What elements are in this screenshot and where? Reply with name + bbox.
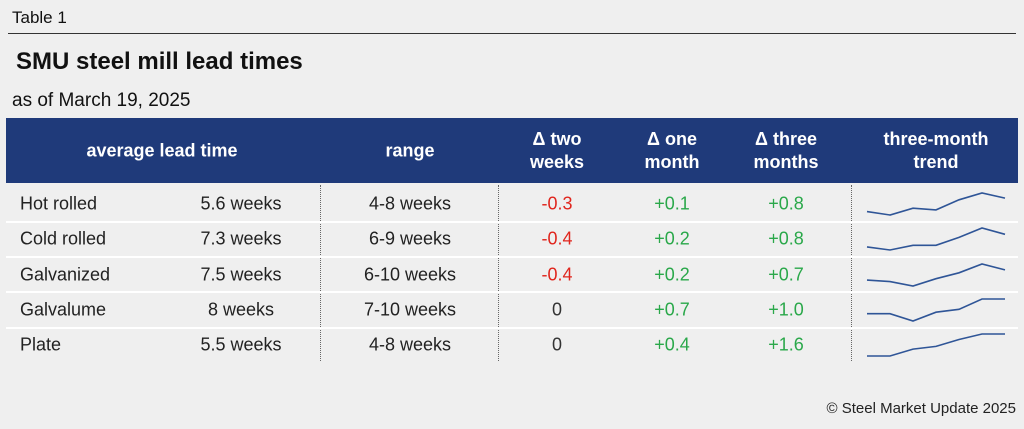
column-header: three-month trend (883, 129, 989, 172)
trend-line (867, 298, 1005, 322)
delta: +0.2 (654, 264, 690, 285)
delta: 0 (551, 334, 563, 355)
lead-time: 7.3 weeks (200, 228, 282, 249)
range: 4-8 weeks (368, 193, 452, 214)
delta: +1.6 (768, 334, 804, 355)
row-line (6, 291, 1018, 294)
column-header: Δ three months (753, 129, 819, 172)
delta: +0.1 (654, 193, 690, 214)
delta: -0.4 (541, 264, 573, 285)
product: Hot rolled (20, 193, 98, 214)
delta: +0.8 (768, 228, 804, 249)
footer: © Steel Market Update 2025 (826, 400, 1017, 417)
delta: +1.0 (768, 299, 804, 320)
separator (498, 185, 499, 361)
delta: +0.4 (654, 334, 690, 355)
delta: -0.3 (541, 193, 573, 214)
column-header: average lead time (86, 140, 238, 161)
lead-time: 8 weeks (207, 299, 275, 320)
separator (320, 185, 321, 361)
subtitle: as of March 19, 2025 (12, 90, 191, 111)
sparkline (867, 333, 1005, 357)
sparkline (867, 298, 1005, 322)
rule (8, 33, 1016, 34)
delta: +0.8 (768, 193, 804, 214)
product: Galvanized (20, 264, 111, 285)
range: 6-10 weeks (363, 264, 457, 285)
range: 7-10 weeks (363, 299, 457, 320)
trend-line (867, 333, 1005, 357)
row-line (6, 256, 1018, 259)
table-label: Table 1 (12, 8, 67, 27)
sparkline (866, 192, 1006, 216)
lead-time: 7.5 weeks (200, 264, 282, 285)
lead-time: 5.6 weeks (200, 193, 282, 214)
row-line (6, 326, 1018, 329)
separator (851, 185, 852, 361)
sparkline (866, 227, 1006, 252)
delta: +0.7 (654, 299, 690, 320)
trend-line (866, 192, 1006, 216)
product: Plate (20, 334, 62, 355)
column-header: Δ two weeks (529, 129, 585, 172)
trend-line (866, 262, 1006, 287)
product: Galvalume (20, 299, 107, 320)
trend-line (866, 227, 1006, 252)
delta: +0.7 (768, 264, 804, 285)
header-band (6, 118, 1018, 183)
range: 4-8 weeks (368, 334, 452, 355)
row-line (6, 220, 1018, 223)
delta: 0 (551, 299, 563, 320)
title: SMU steel mill lead times (16, 48, 303, 75)
column-header: range (385, 140, 435, 161)
sparkline (866, 262, 1006, 287)
delta: -0.4 (541, 228, 573, 249)
range: 6-9 weeks (368, 228, 452, 249)
product: Cold rolled (20, 228, 107, 249)
column-header: Δ one month (644, 129, 700, 172)
delta: +0.2 (654, 228, 690, 249)
lead-time: 5.5 weeks (200, 334, 282, 355)
